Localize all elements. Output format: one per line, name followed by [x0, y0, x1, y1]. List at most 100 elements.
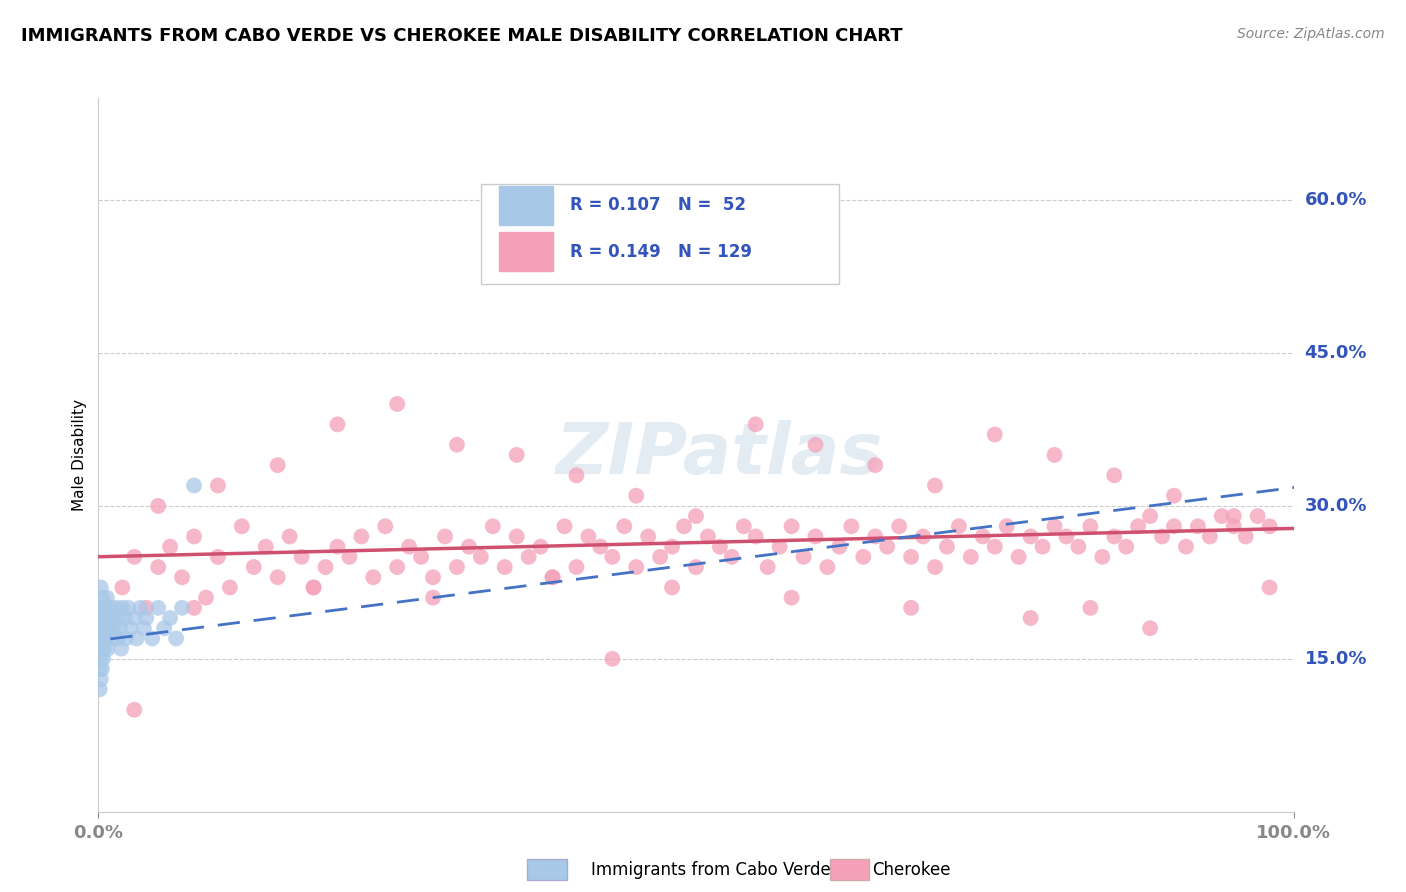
Point — [446, 560, 468, 574]
Point — [107, 611, 129, 625]
Text: Immigrants from Cabo Verde: Immigrants from Cabo Verde — [591, 861, 831, 879]
Point — [117, 600, 139, 615]
Point — [624, 489, 647, 503]
Point — [1054, 529, 1078, 543]
Point — [135, 600, 157, 615]
Point — [114, 611, 136, 625]
Point — [1139, 621, 1161, 635]
Point — [721, 549, 744, 564]
Point — [98, 600, 122, 615]
Point — [1080, 600, 1102, 615]
Point — [90, 632, 112, 646]
Point — [1128, 519, 1150, 533]
Point — [576, 529, 599, 543]
Point — [589, 540, 612, 554]
Point — [1139, 509, 1161, 524]
Point — [124, 703, 146, 717]
Point — [267, 458, 290, 472]
Point — [302, 581, 325, 595]
Point — [96, 621, 118, 635]
Point — [290, 549, 312, 564]
Point — [148, 600, 170, 615]
Point — [120, 621, 142, 635]
Point — [90, 672, 112, 686]
Point — [506, 529, 529, 543]
Point — [756, 560, 779, 574]
Point — [1043, 448, 1066, 462]
Text: R = 0.107   N =  52: R = 0.107 N = 52 — [571, 196, 747, 214]
Point — [481, 519, 505, 533]
Point — [96, 591, 118, 605]
Point — [89, 621, 111, 635]
Point — [1067, 540, 1090, 554]
Text: Cherokee: Cherokee — [872, 861, 950, 879]
Point — [768, 540, 790, 554]
Point — [91, 662, 114, 676]
Point — [89, 682, 111, 697]
FancyBboxPatch shape — [499, 232, 553, 271]
Point — [876, 540, 898, 554]
Point — [1258, 519, 1281, 533]
Point — [89, 641, 111, 656]
Point — [1222, 519, 1246, 533]
Point — [911, 529, 934, 543]
Point — [93, 641, 115, 656]
Point — [541, 570, 564, 584]
Point — [900, 600, 922, 615]
Point — [1043, 519, 1066, 533]
Point — [148, 499, 170, 513]
Text: 30.0%: 30.0% — [1305, 497, 1367, 515]
Point — [458, 540, 481, 554]
Point — [385, 560, 409, 574]
Point — [1102, 468, 1125, 483]
Point — [1211, 509, 1233, 524]
Point — [363, 570, 385, 584]
Point — [924, 560, 946, 574]
Point — [207, 549, 229, 564]
Point — [374, 519, 396, 533]
Point — [153, 621, 176, 635]
Point — [685, 509, 707, 524]
Point — [105, 600, 128, 615]
Point — [648, 549, 672, 564]
Point — [793, 549, 815, 564]
Point — [172, 600, 194, 615]
Point — [94, 600, 117, 615]
Point — [863, 458, 886, 472]
FancyBboxPatch shape — [481, 184, 839, 284]
Point — [129, 600, 152, 615]
Point — [124, 549, 146, 564]
Point — [1187, 519, 1209, 533]
Point — [600, 549, 623, 564]
Point — [91, 652, 114, 666]
Text: ZIPatlas: ZIPatlas — [557, 420, 883, 490]
Point — [183, 478, 205, 492]
Point — [972, 529, 994, 543]
Point — [422, 570, 444, 584]
Point — [709, 540, 731, 554]
Point — [98, 621, 121, 635]
Point — [183, 529, 205, 543]
Point — [924, 478, 946, 492]
Point — [745, 529, 768, 543]
Point — [529, 540, 551, 554]
Point — [1163, 519, 1185, 533]
Point — [828, 540, 851, 554]
Point — [804, 438, 827, 452]
Point — [326, 417, 349, 432]
Point — [1091, 549, 1114, 564]
Point — [697, 529, 720, 543]
Point — [93, 611, 115, 625]
Point — [745, 417, 768, 432]
Point — [183, 600, 205, 615]
Point — [107, 632, 129, 646]
Point — [661, 540, 683, 554]
Point — [900, 549, 922, 564]
Point — [780, 591, 803, 605]
Point — [1150, 529, 1173, 543]
Point — [839, 519, 862, 533]
Point — [337, 549, 360, 564]
Point — [983, 540, 1005, 554]
Point — [541, 570, 564, 584]
Point — [159, 540, 181, 554]
